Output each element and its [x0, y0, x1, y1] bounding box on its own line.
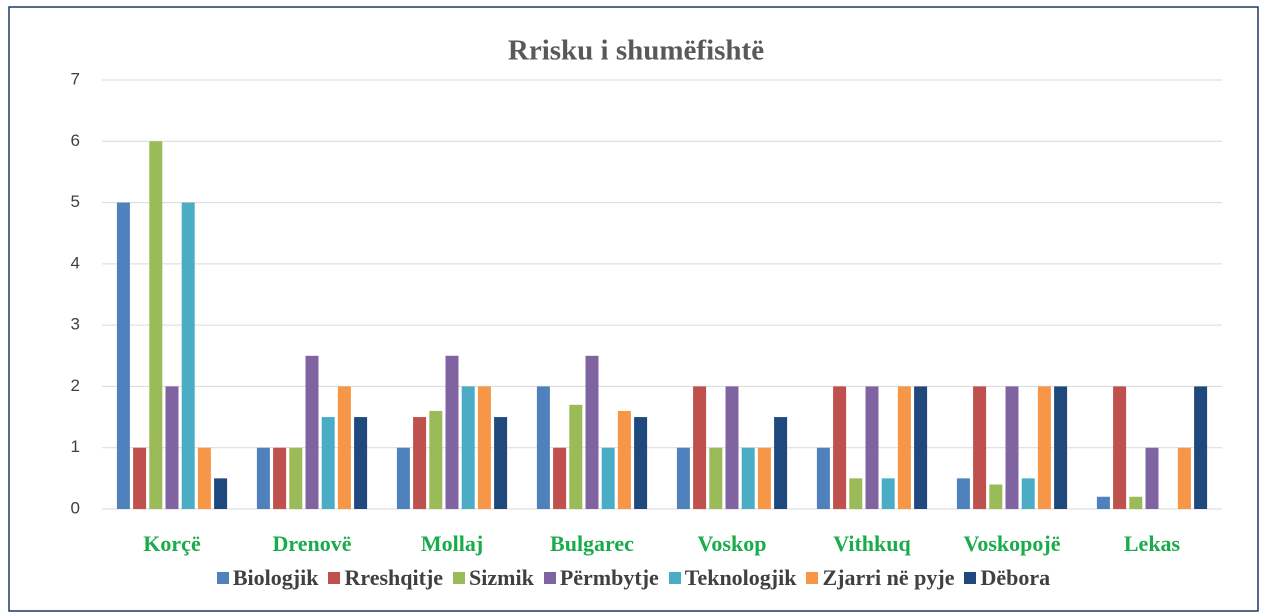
bar — [725, 386, 739, 509]
y-tick-label: 3 — [71, 315, 80, 334]
bar — [461, 386, 475, 509]
bar — [989, 484, 1003, 509]
bar — [569, 404, 583, 509]
bar — [865, 386, 879, 509]
bar — [1194, 386, 1208, 509]
bar — [1113, 386, 1127, 509]
legend-item: Biologjik — [216, 565, 319, 591]
bar — [1096, 496, 1110, 509]
bar — [1129, 496, 1143, 509]
bar — [429, 410, 443, 509]
bar — [553, 447, 567, 509]
legend-label: Teknologjik — [684, 565, 797, 590]
bar — [133, 447, 147, 509]
y-tick-label: 1 — [71, 437, 80, 456]
legend-label: Rreshqitje — [344, 565, 444, 590]
legend-label: Sizmik — [469, 565, 534, 590]
legend-item: Rreshqitje — [328, 565, 443, 591]
bar — [585, 355, 599, 509]
x-tick-label: Voskop — [698, 531, 767, 556]
bar — [833, 386, 847, 509]
legend-label: Zjarri në pyje — [822, 565, 955, 590]
bar — [494, 417, 508, 509]
legend-swatch — [453, 572, 466, 584]
bar — [197, 447, 211, 509]
bar — [897, 386, 911, 509]
y-tick-label: 0 — [71, 498, 80, 517]
legend-item: Dëbora — [964, 565, 1050, 591]
bar — [741, 447, 755, 509]
x-tick-label: Vithkuq — [833, 531, 911, 556]
bar — [634, 417, 648, 509]
y-tick-label: 2 — [71, 376, 80, 395]
bar — [709, 447, 723, 509]
bar — [1021, 478, 1035, 509]
chart-border — [8, 6, 1259, 612]
bar — [273, 447, 287, 509]
bar — [881, 478, 895, 509]
chart-title: Rrisku i shumëfishtë — [508, 35, 764, 67]
bar — [321, 417, 335, 509]
bar — [337, 386, 351, 509]
legend-item: Përmbytje — [543, 565, 659, 591]
x-tick-label: Korçë — [143, 531, 201, 556]
bar — [914, 386, 928, 509]
bar — [956, 478, 970, 509]
bar — [1145, 447, 1159, 509]
legend-swatch — [328, 572, 341, 584]
legend-item: Sizmik — [453, 565, 534, 591]
bar — [305, 355, 319, 509]
x-tick-label: Voskopojë — [964, 531, 1061, 556]
legend-item: Zjarri në pyje — [806, 565, 954, 591]
bar — [214, 478, 228, 509]
x-tick-label: Bulgarec — [550, 531, 634, 556]
bar — [676, 447, 690, 509]
bar — [693, 386, 707, 509]
bar — [1037, 386, 1051, 509]
bar — [1054, 386, 1068, 509]
bar — [413, 417, 427, 509]
bar — [165, 386, 179, 509]
bar — [757, 447, 771, 509]
legend-label: Biologjik — [232, 565, 319, 590]
y-tick-label: 5 — [71, 192, 80, 211]
y-tick-label: 7 — [71, 69, 80, 88]
bar — [396, 447, 410, 509]
bar — [477, 386, 491, 509]
x-tick-label: Lekas — [1124, 531, 1181, 556]
bar — [445, 355, 459, 509]
bar — [354, 417, 368, 509]
legend-swatch — [964, 572, 977, 584]
bar — [1005, 386, 1019, 509]
x-tick-label: Mollaj — [421, 531, 483, 556]
legend-item: Teknologjik — [668, 565, 797, 591]
y-tick-label: 4 — [71, 253, 80, 272]
bar — [289, 447, 303, 509]
legend-swatch — [806, 572, 819, 584]
bar — [149, 141, 163, 510]
bar — [256, 447, 270, 509]
legend-swatch — [543, 572, 556, 584]
bar — [617, 410, 631, 509]
legend-label: Dëbora — [980, 565, 1051, 590]
legend-swatch — [216, 572, 229, 584]
bar — [116, 202, 130, 510]
legend: Biologjik Rreshqitje Sizmik Përmbytje Teknol… — [0, 565, 1267, 591]
bar — [181, 202, 195, 510]
x-tick-label: Drenovë — [272, 531, 351, 556]
bar — [816, 447, 830, 509]
legend-swatch — [668, 572, 681, 584]
bar — [536, 386, 550, 509]
bar — [1177, 447, 1191, 509]
bar — [973, 386, 987, 509]
y-tick-label: 6 — [71, 131, 80, 150]
bar — [849, 478, 863, 509]
legend-label: Përmbytje — [559, 565, 659, 590]
bar — [774, 417, 788, 509]
bar — [601, 447, 615, 509]
